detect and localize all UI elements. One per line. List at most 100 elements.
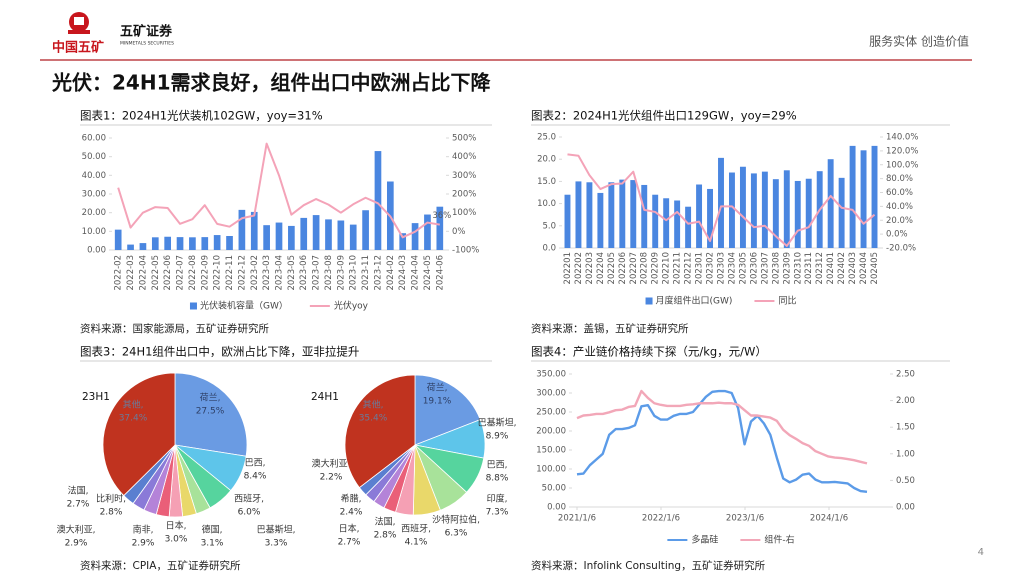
- line: [576, 389, 868, 465]
- y2-tick-label: 0.0%: [886, 230, 908, 240]
- bar: [761, 171, 768, 248]
- y-tick-label: 100.00: [536, 465, 566, 475]
- bar: [189, 237, 196, 250]
- pie-value-label: 6.0%: [238, 508, 261, 518]
- pie-label: 巴基斯坦,: [478, 417, 517, 429]
- bar: [424, 214, 431, 250]
- y-tick-label: 40.00: [82, 171, 106, 181]
- y-tick-label: 10.00: [82, 227, 106, 237]
- pie-label: 南非,: [133, 524, 154, 536]
- pie-label: 法国,: [375, 516, 396, 528]
- y2-tick-label: -100%: [452, 246, 479, 256]
- bar: [849, 145, 856, 248]
- panel-title: 图表4：产业链价格持续下探（元/kg，元/W）: [531, 345, 767, 359]
- x-tick-label: 2021/1/6: [558, 514, 596, 524]
- pie-value-label: 2.9%: [65, 539, 88, 549]
- x-tick-label: 202306: [749, 252, 759, 284]
- pie-value-label: 37.4%: [119, 414, 148, 424]
- x-tick-label: 202203: [585, 252, 595, 284]
- pie-value-label: 2.8%: [100, 508, 123, 518]
- x-tick-label: 202311: [804, 252, 814, 284]
- y2-tick-label: 60.0%: [886, 188, 913, 198]
- bar: [674, 200, 681, 248]
- pie-slice: [344, 374, 416, 489]
- y2-tick-label: -20.0%: [886, 244, 916, 254]
- bar: [586, 182, 593, 248]
- x-tick-label: 2022-03: [126, 255, 136, 291]
- pie-label: 澳大利亚,: [57, 524, 96, 536]
- pie-value-label: 2.2%: [320, 473, 343, 483]
- y2-tick-label: 400%: [452, 152, 476, 162]
- bar: [176, 237, 184, 250]
- bar: [312, 215, 320, 250]
- pie-value-label: 35.4%: [359, 414, 388, 424]
- bar: [619, 179, 626, 248]
- pie-value-label: 8.4%: [244, 472, 267, 482]
- bar: [349, 224, 357, 250]
- bar: [860, 150, 867, 248]
- x-tick-label: 202305: [738, 252, 748, 284]
- y2-tick-label: 300%: [452, 171, 476, 181]
- y2-tick-label: 140.0%: [886, 133, 918, 143]
- slide-title: 光伏：24H1需求良好，组件出口中欧洲占比下降: [51, 71, 491, 95]
- x-tick-label: 202207: [629, 252, 639, 284]
- pie-value-label: 3.0%: [165, 535, 188, 545]
- bar: [263, 225, 270, 250]
- legend-swatch: [645, 297, 653, 305]
- pie-value-label: 2.4%: [340, 508, 363, 518]
- x-tick-label: 2022-08: [188, 255, 198, 291]
- x-tick-label: 202304: [727, 252, 737, 284]
- x-tick-label: 2022-04: [138, 255, 148, 291]
- x-tick-label: 202308: [771, 252, 781, 284]
- y-tick-label: 250.00: [536, 408, 566, 418]
- pie-value-label: 4.1%: [405, 538, 428, 548]
- brand-en: MINMETALS SECURITIES: [120, 41, 174, 47]
- bar: [164, 236, 172, 250]
- y2-tick-label: 100%: [452, 208, 476, 218]
- x-tick-label: 2022-05: [151, 255, 161, 291]
- pie-label: 沙特阿拉伯,: [432, 514, 480, 526]
- x-tick-label: 2022-02: [114, 255, 124, 291]
- x-tick-label: 2022-11: [225, 255, 235, 291]
- y2-tick-label: 120.0%: [886, 146, 918, 156]
- pie-label: 巴西,: [487, 460, 508, 471]
- panel-title: 图表2：2024H1光伏组件出口129GW，yoy=29%: [531, 109, 797, 123]
- bar: [783, 170, 790, 248]
- bar: [374, 151, 382, 250]
- legend: 光伏装机容量（GW） 光伏yoy: [189, 300, 369, 312]
- pie-label: 印度,: [487, 493, 508, 505]
- pie-slice: [174, 372, 248, 457]
- x-tick-label: 202405: [870, 252, 880, 284]
- x-tick-label: 2023-09: [336, 255, 346, 291]
- legend-label: 光伏yoy: [334, 300, 369, 312]
- pie-value-label: 8.8%: [486, 474, 509, 484]
- x-tick-label: 2023-11: [361, 255, 371, 291]
- x-tick-label: 202403: [848, 252, 858, 284]
- line: [576, 389, 868, 493]
- line: [117, 142, 440, 239]
- bar: [871, 145, 878, 248]
- bar: [238, 209, 246, 250]
- logo-emblem: [68, 12, 90, 34]
- line: [567, 153, 876, 247]
- bar: [739, 166, 746, 248]
- bar: [663, 198, 670, 248]
- legend-label: 光伏装机容量（GW）: [200, 300, 288, 312]
- panel-source: 资料来源：国家能源局，五矿证券研究所: [80, 322, 269, 335]
- bar: [750, 173, 757, 248]
- x-tick-label: 2024-04: [411, 255, 421, 291]
- x-tick-label: 202208: [640, 252, 650, 284]
- x-tick-label: 202312: [815, 252, 825, 284]
- bar: [838, 177, 845, 248]
- x-tick-label: 2022-07: [176, 255, 186, 291]
- bar: [827, 159, 834, 248]
- x-tick-label: 2023-08: [324, 255, 334, 291]
- pie-label: 荷兰,: [427, 382, 448, 394]
- pie-value-label: 7.3%: [486, 508, 509, 518]
- bar: [575, 181, 582, 248]
- bar: [127, 244, 134, 250]
- pie-label: 澳大利亚,: [312, 458, 351, 470]
- slogan: 服务实体 创造价值: [869, 34, 969, 49]
- x-tick-label: 2023-07: [312, 255, 322, 291]
